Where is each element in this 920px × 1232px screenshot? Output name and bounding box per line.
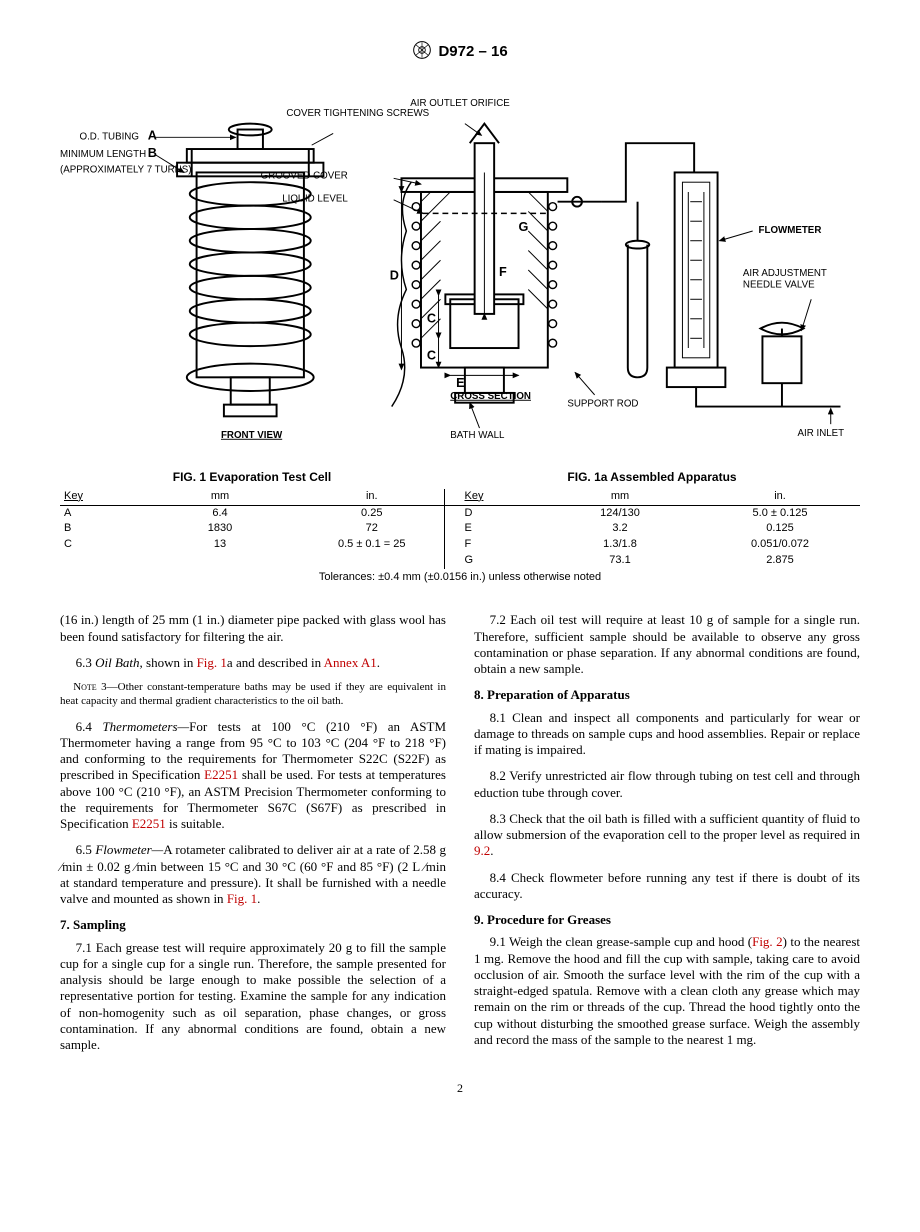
- svg-text:CROSS SECTION: CROSS SECTION: [450, 391, 531, 402]
- svg-text:C: C: [427, 349, 436, 363]
- svg-text:(APPROXIMATELY 7 TURNS): (APPROXIMATELY 7 TURNS): [60, 164, 191, 175]
- link-e2251[interactable]: E2251: [132, 816, 166, 831]
- link-9-2[interactable]: 9.2: [474, 843, 490, 858]
- svg-text:LIQUID LEVEL: LIQUID LEVEL: [282, 193, 348, 204]
- svg-text:BATH WALL: BATH WALL: [450, 430, 505, 441]
- svg-text:SUPPORT ROD: SUPPORT ROD: [567, 398, 638, 409]
- heading-9: 9. Procedure for Greases: [474, 912, 860, 928]
- link-fig1[interactable]: Fig. 1: [227, 891, 257, 906]
- svg-text:C: C: [427, 311, 436, 325]
- para-8-2: 8.2 Verify unrestricted air flow through…: [474, 768, 860, 801]
- page-number: 2: [60, 1081, 860, 1096]
- svg-text:AIR ADJUSTMENT: AIR ADJUSTMENT: [743, 268, 827, 279]
- para-7-2: 7.2 Each oil test will require at least …: [474, 612, 860, 677]
- para-6-5: 6.5 Flowmeter—A rotameter calibrated to …: [60, 842, 446, 907]
- diagram-svg: O.D. TUBING A MINIMUM LENGTH B (APPROXIM…: [60, 80, 860, 460]
- svg-text:A: A: [148, 128, 157, 142]
- svg-text:GROOVED COVER: GROOVED COVER: [261, 170, 348, 181]
- heading-7: 7. Sampling: [60, 917, 446, 933]
- svg-text:F: F: [499, 265, 507, 279]
- svg-text:NEEDLE VALVE: NEEDLE VALVE: [743, 279, 815, 290]
- diagram-labels: O.D. TUBING A MINIMUM LENGTH B (APPROXIM…: [60, 98, 844, 441]
- tolerance-note: Tolerances: ±0.4 mm (±0.0156 in.) unless…: [60, 571, 860, 585]
- svg-text:MINIMUM LENGTH: MINIMUM LENGTH: [60, 149, 146, 160]
- link-fig2[interactable]: Fig. 2: [752, 934, 783, 949]
- para-9-1: 9.1 Weigh the clean grease-sample cup an…: [474, 934, 860, 1048]
- front-view: [177, 123, 323, 416]
- svg-text:E: E: [456, 376, 464, 390]
- svg-text:G: G: [519, 220, 529, 234]
- fig1a-caption: FIG. 1a Assembled Apparatus: [444, 470, 860, 485]
- para-6-3: 6.3 Oil Bath, shown in Fig. 1a and descr…: [60, 655, 446, 671]
- table-header: Key mm in. Key mm in.: [60, 489, 860, 505]
- para-8-1: 8.1 Clean and inspect all components and…: [474, 710, 860, 759]
- svg-text:FLOWMETER: FLOWMETER: [759, 225, 822, 236]
- svg-text:O.D. TUBING: O.D. TUBING: [80, 131, 139, 142]
- svg-text:D: D: [390, 269, 399, 283]
- para-7-1: 7.1 Each grease test will require approx…: [60, 940, 446, 1054]
- para-lead: (16 in.) length of 25 mm (1 in.) diamete…: [60, 612, 446, 645]
- heading-8: 8. Preparation of Apparatus: [474, 687, 860, 703]
- fig1-caption: FIG. 1 Evaporation Test Cell: [60, 470, 444, 485]
- figure-captions: FIG. 1 Evaporation Test Cell FIG. 1a Ass…: [60, 470, 860, 485]
- svg-text:COVER TIGHTENING SCREWS: COVER TIGHTENING SCREWS: [286, 108, 429, 119]
- svg-text:AIR OUTLET ORIFICE: AIR OUTLET ORIFICE: [410, 98, 510, 109]
- svg-text:FRONT VIEW: FRONT VIEW: [221, 430, 283, 441]
- table-row: G73.12.875: [60, 553, 860, 569]
- designation: D972 – 16: [438, 43, 507, 60]
- cross-section: [392, 123, 602, 406]
- note-3: Note 3—Other constant-temperature baths …: [60, 681, 446, 709]
- link-e2251[interactable]: E2251: [204, 767, 238, 782]
- para-8-3: 8.3 Check that the oil bath is filled wi…: [474, 811, 860, 860]
- table-row: C130.5 ± 0.1 = 25 F1.3/1.80.051/0.072: [60, 537, 860, 553]
- para-6-4: 6.4 Thermometers—For tests at 100 °C (21…: [60, 719, 446, 833]
- table-row: A6.40.25 D124/1305.0 ± 0.125: [60, 505, 860, 521]
- svg-text:B: B: [148, 146, 157, 160]
- link-annex-a1[interactable]: Annex A1: [324, 655, 377, 670]
- page-header: D972 – 16: [60, 40, 860, 62]
- table-row: B183072 E3.20.125: [60, 521, 860, 537]
- body-columns: (16 in.) length of 25 mm (1 in.) diamete…: [60, 612, 860, 1060]
- link-fig1[interactable]: Fig. 1: [197, 655, 227, 670]
- astm-logo-icon: [412, 40, 432, 60]
- figure-1-diagram: O.D. TUBING A MINIMUM LENGTH B (APPROXIM…: [60, 80, 860, 460]
- svg-text:AIR INLET: AIR INLET: [798, 428, 845, 439]
- dimension-table: Key mm in. Key mm in. A6.40.25 D124/1305…: [60, 489, 860, 569]
- para-8-4: 8.4 Check flowmeter before running any t…: [474, 870, 860, 903]
